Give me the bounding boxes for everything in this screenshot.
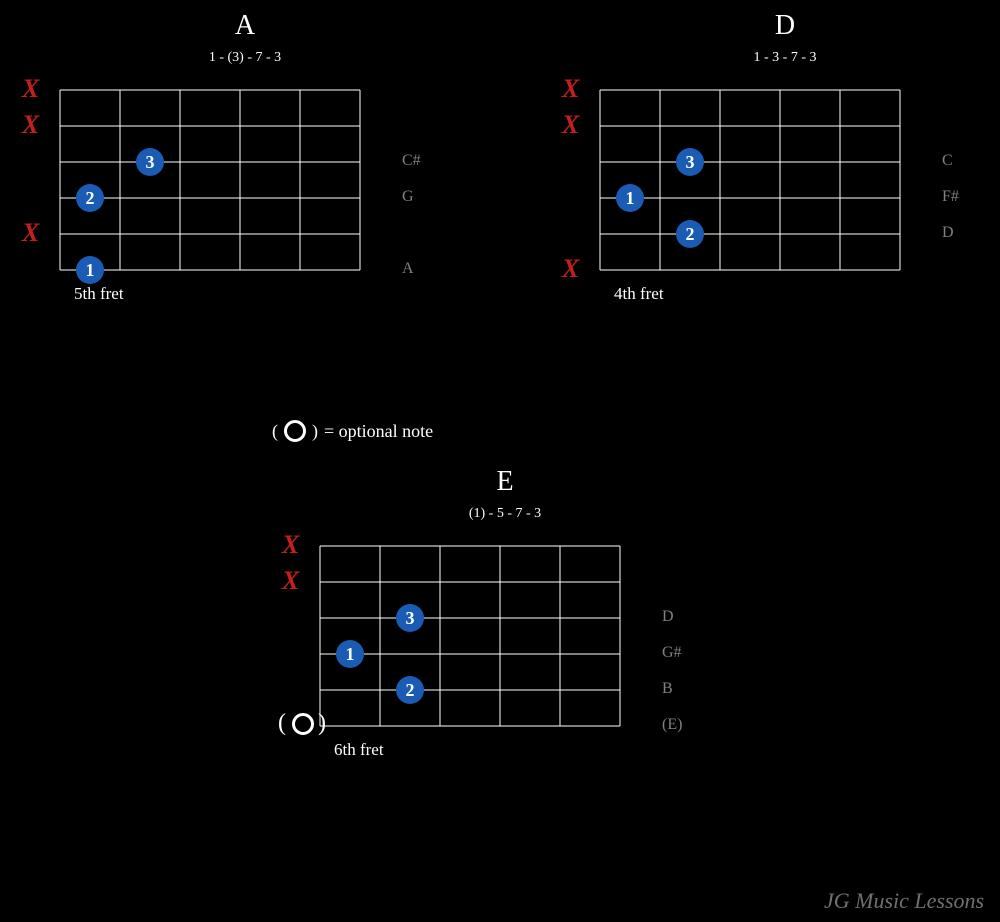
- legend-paren-open: (: [272, 421, 278, 442]
- finger-dot: 1: [616, 184, 644, 212]
- fret-grid: XXX321C#GA5th fret: [30, 80, 460, 320]
- legend-paren-close: ): [312, 421, 318, 442]
- fret-position-label: 5th fret: [74, 284, 124, 304]
- note-label: D: [662, 608, 674, 626]
- chord-subtitle: 1 - 3 - 7 - 3: [570, 50, 1000, 66]
- mute-x-icon: X: [282, 530, 299, 560]
- chord-diagram-a: A 1 - (3) - 7 - 3 XXX321C#GA5th fret: [30, 10, 460, 320]
- mute-x-icon: X: [562, 110, 579, 140]
- mute-x-icon: X: [22, 74, 39, 104]
- note-label: B: [662, 680, 673, 698]
- chord-diagram-d: D 1 - 3 - 7 - 3 XXX312CF#D4th fret: [570, 10, 1000, 320]
- optional-note-legend: ( ) = optional note: [272, 420, 433, 442]
- finger-dot: 3: [136, 148, 164, 176]
- finger-dot: 2: [676, 220, 704, 248]
- watermark: JG Music Lessons: [824, 888, 984, 914]
- legend-open-circle-icon: [284, 420, 306, 442]
- mute-x-icon: X: [562, 254, 579, 284]
- legend-text: = optional note: [324, 421, 433, 442]
- paren-open: (: [278, 710, 286, 737]
- finger-dot: 2: [76, 184, 104, 212]
- open-string-icon: [292, 713, 314, 735]
- mute-x-icon: X: [562, 74, 579, 104]
- note-label: (E): [662, 716, 682, 734]
- chord-subtitle: (1) - 5 - 7 - 3: [290, 506, 720, 522]
- note-label: A: [402, 260, 414, 278]
- fret-grid: XX312()DG#B(E)6th fret: [290, 536, 720, 776]
- paren-close: ): [318, 710, 326, 737]
- finger-dot: 3: [676, 148, 704, 176]
- fret-position-label: 6th fret: [334, 740, 384, 760]
- finger-dot: 1: [76, 256, 104, 284]
- chord-subtitle: 1 - (3) - 7 - 3: [30, 50, 460, 66]
- mute-x-icon: X: [282, 566, 299, 596]
- fret-grid: XXX312CF#D4th fret: [570, 80, 1000, 320]
- note-label: C#: [402, 152, 421, 170]
- note-label: F#: [942, 188, 959, 206]
- mute-x-icon: X: [22, 110, 39, 140]
- chord-title: E: [290, 466, 720, 498]
- chord-title: D: [570, 10, 1000, 42]
- note-label: G: [402, 188, 414, 206]
- chord-title: A: [30, 10, 460, 42]
- finger-dot: 2: [396, 676, 424, 704]
- fret-position-label: 4th fret: [614, 284, 664, 304]
- finger-dot: 3: [396, 604, 424, 632]
- chord-diagram-e: E (1) - 5 - 7 - 3 XX312()DG#B(E)6th fret: [290, 466, 720, 776]
- finger-dot: 1: [336, 640, 364, 668]
- note-label: G#: [662, 644, 682, 662]
- mute-x-icon: X: [22, 218, 39, 248]
- note-label: D: [942, 224, 954, 242]
- note-label: C: [942, 152, 953, 170]
